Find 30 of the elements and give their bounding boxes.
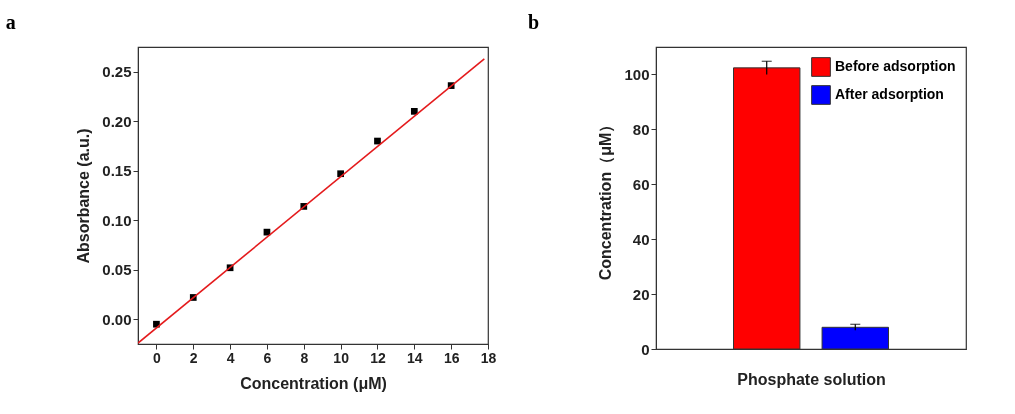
x-tick-label: 18 <box>480 349 497 366</box>
x-tick-label: 0 <box>153 349 162 366</box>
x-tick-label: 6 <box>263 349 272 366</box>
y-tick-label: 0.00 <box>102 310 132 328</box>
legend-label: After adsorption <box>835 86 944 102</box>
x-tick-label: 8 <box>300 349 309 366</box>
x-tick-label: 4 <box>226 349 235 366</box>
chart-title: b <box>527 11 540 33</box>
y-tick-label: 80 <box>632 120 650 138</box>
x-tick-label: 14 <box>407 349 423 366</box>
x-axis-title: Concentration (μM) <box>240 374 387 392</box>
y-tick-label: 0.25 <box>102 63 132 81</box>
x-tick-label: 10 <box>333 349 350 366</box>
y-tick-label: 20 <box>632 285 650 303</box>
x-tick-label: 16 <box>443 349 460 366</box>
y-tick-label: 100 <box>624 65 650 83</box>
y-axis-title: Absorbance (a.u.) <box>75 128 93 264</box>
y-tick-label: 0.20 <box>102 112 132 130</box>
x-axis-title: Phosphate solution <box>737 370 886 388</box>
y-tick-label: 0.05 <box>102 261 132 279</box>
y-tick-label: 60 <box>632 175 650 193</box>
point <box>374 137 381 145</box>
x-tick-label: 2 <box>189 349 198 366</box>
y-tick-label: 0.15 <box>102 162 132 180</box>
y-axis-title: Concentration（μM） <box>597 116 616 281</box>
chart-title: a <box>5 11 16 33</box>
x-tick-label: 12 <box>370 349 386 366</box>
y-tick-label: 40 <box>632 230 650 248</box>
legend-label: Before adsorption <box>835 58 956 74</box>
y-tick-label: 0.10 <box>102 211 132 229</box>
